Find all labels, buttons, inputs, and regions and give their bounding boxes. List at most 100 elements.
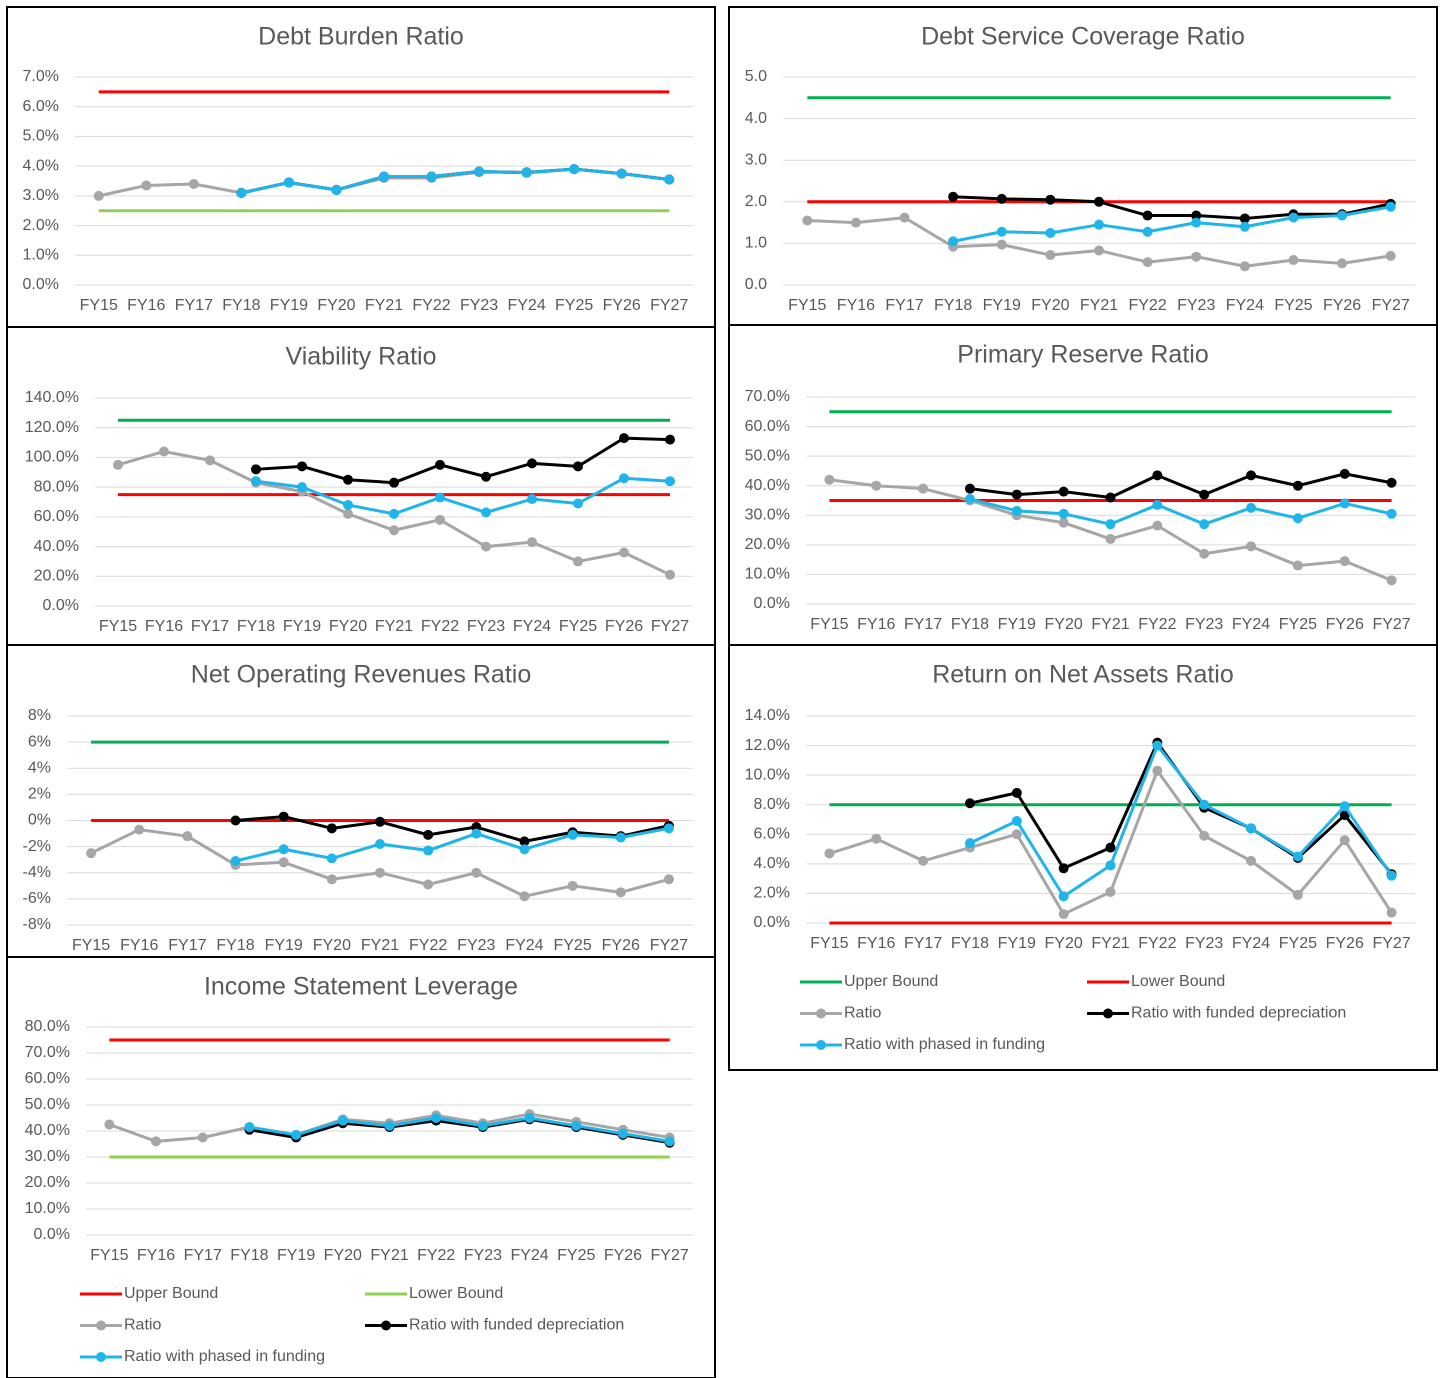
point (230, 855, 241, 866)
point (850, 217, 861, 228)
point (1292, 851, 1303, 862)
point (664, 1136, 675, 1147)
y-tick-label: 12.0% (745, 737, 790, 754)
point (389, 477, 399, 488)
point (86, 848, 97, 859)
x-tick-label: FY19 (983, 297, 1021, 314)
point (1339, 801, 1350, 812)
point (1337, 258, 1348, 269)
y-tick-label: 50.0% (745, 447, 790, 464)
y-tick-label: 0% (28, 812, 51, 829)
y-tick-label: 0.0% (754, 914, 790, 931)
point (423, 845, 434, 856)
x-tick-label: FY23 (460, 297, 498, 314)
y-tick-label: 4.0% (23, 157, 59, 174)
point (1142, 210, 1153, 221)
point (230, 815, 241, 826)
x-tick-label: FY15 (810, 616, 848, 633)
point (964, 483, 975, 494)
chart-title: Net Operating Revenues Ratio (191, 661, 531, 689)
x-tick-label: FY26 (602, 937, 640, 954)
point (1058, 909, 1069, 920)
point (567, 880, 578, 891)
x-tick-label: FY27 (1372, 616, 1410, 633)
point (619, 433, 629, 444)
y-tick-label: 0.0% (43, 597, 79, 614)
point (1246, 502, 1257, 513)
point (1337, 210, 1348, 221)
x-tick-label: FY21 (1091, 935, 1129, 952)
x-tick-label: FY22 (412, 297, 450, 314)
point (1152, 520, 1163, 531)
x-tick-label: FY17 (184, 1247, 222, 1264)
point (948, 191, 959, 202)
series-line (953, 195, 1392, 220)
x-tick-label: FY25 (559, 618, 597, 635)
point (519, 891, 530, 902)
y-tick-label: -6% (23, 890, 51, 907)
x-tick-label: FY19 (265, 937, 303, 954)
y-tick-label: -2% (23, 838, 51, 855)
x-tick-label: FY19 (998, 616, 1036, 633)
x-tick-label: FY22 (1128, 297, 1166, 314)
x-tick-label: FY24 (507, 297, 545, 314)
x-tick-label: FY19 (270, 297, 308, 314)
x-tick-label: FY23 (1185, 616, 1223, 633)
point (964, 494, 975, 505)
point (1011, 815, 1022, 826)
point (326, 874, 337, 885)
point (615, 887, 626, 898)
x-tick-label: FY27 (1372, 297, 1410, 314)
y-tick-label: 80.0% (25, 1018, 70, 1035)
point (871, 833, 882, 844)
point (527, 537, 537, 548)
legend-marker (381, 1320, 391, 1331)
point (1142, 226, 1153, 237)
point (665, 569, 675, 580)
point (1152, 499, 1163, 510)
x-tick-label: FY25 (1279, 935, 1317, 952)
point (1152, 740, 1163, 751)
y-tick-label: 20.0% (745, 536, 790, 553)
point (278, 857, 289, 868)
x-tick-label: FY24 (513, 618, 551, 635)
point (573, 461, 583, 472)
point (236, 187, 247, 198)
y-tick-label: 14.0% (745, 707, 790, 724)
x-tick-label: FY25 (1279, 616, 1317, 633)
y-tick-label: 40.0% (25, 1122, 70, 1139)
x-tick-label: FY20 (324, 1247, 362, 1264)
x-tick-label: FY16 (120, 937, 158, 954)
point (802, 215, 813, 226)
point (1058, 891, 1069, 902)
y-tick-label: 6.0% (754, 826, 790, 843)
chart-title: Viability Ratio (285, 343, 436, 371)
chart-title: Debt Service Coverage Ratio (921, 23, 1245, 51)
x-tick-label: FY22 (409, 937, 447, 954)
y-tick-label: 2.0% (23, 217, 59, 234)
point (615, 832, 626, 843)
point (996, 226, 1007, 237)
x-tick-label: FY20 (1031, 297, 1069, 314)
x-tick-label: FY26 (1323, 297, 1361, 314)
legend-label: Ratio with funded depreciation (1131, 1005, 1346, 1022)
point (1386, 575, 1397, 586)
point (664, 174, 675, 185)
point (1105, 519, 1116, 530)
x-tick-label: FY19 (998, 935, 1036, 952)
point (205, 455, 215, 466)
y-tick-label: 120.0% (25, 419, 79, 436)
x-tick-label: FY22 (421, 618, 459, 635)
x-tick-label: FY15 (99, 618, 137, 635)
legend-label: Lower Bound (409, 1285, 503, 1302)
point (1094, 196, 1104, 207)
x-tick-label: FY18 (230, 1247, 268, 1264)
legend-label: Lower Bound (1131, 973, 1225, 990)
series-line (249, 1116, 670, 1143)
x-tick-label: FY20 (1045, 935, 1083, 952)
point (1385, 250, 1396, 261)
chart-title: Return on Net Assets Ratio (932, 661, 1234, 689)
series-line (255, 476, 671, 516)
x-tick-label: FY16 (137, 1247, 175, 1264)
